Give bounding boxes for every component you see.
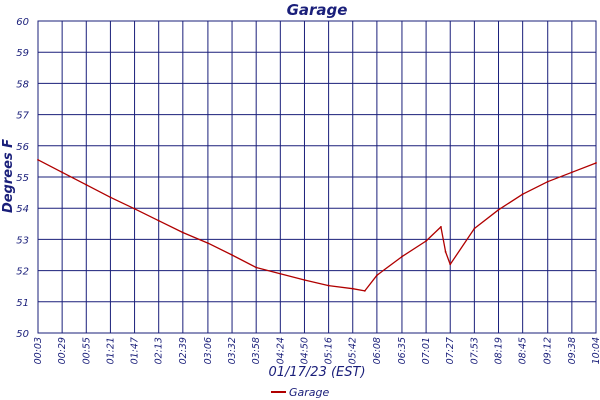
x-tick-label: 01:47 bbox=[130, 337, 141, 364]
data-point bbox=[133, 207, 136, 210]
data-point bbox=[85, 183, 88, 186]
data-point bbox=[255, 266, 258, 269]
y-tick-label: 58 bbox=[16, 79, 29, 90]
data-point bbox=[327, 284, 330, 287]
grid bbox=[37, 20, 597, 334]
data-point bbox=[207, 242, 209, 245]
data-point bbox=[570, 171, 573, 174]
y-tick-labels: 50 51 52 53 54 55 56 57 58 59 60 bbox=[16, 17, 29, 340]
x-tick-label: 00:55 bbox=[81, 337, 92, 364]
plot-frame bbox=[37, 20, 597, 334]
x-tick-label: 09:38 bbox=[567, 337, 578, 364]
x-tick-label: 08:19 bbox=[494, 337, 505, 364]
x-tick-label: 05:16 bbox=[324, 337, 335, 364]
x-tick-label: 02:39 bbox=[178, 337, 189, 364]
y-tick-label: 53 bbox=[16, 235, 29, 246]
data-point bbox=[37, 158, 39, 161]
data-point bbox=[440, 226, 442, 228]
y-tick-label: 52 bbox=[16, 267, 29, 278]
y-tick-label: 54 bbox=[16, 204, 29, 215]
x-tick-label: 07:01 bbox=[421, 337, 432, 364]
data-point bbox=[521, 193, 524, 196]
data-point bbox=[181, 231, 184, 234]
y-tick-label: 59 bbox=[16, 48, 29, 59]
data-point bbox=[401, 255, 403, 258]
x-tick-label: 01:21 bbox=[105, 337, 116, 364]
y-tick-label: 55 bbox=[16, 173, 29, 184]
y-tick-label: 60 bbox=[16, 17, 29, 28]
data-point bbox=[595, 162, 597, 164]
x-tick-label: 06:08 bbox=[372, 337, 383, 364]
data-point bbox=[363, 289, 366, 292]
chart-title: Garage bbox=[287, 1, 348, 19]
x-tick-label: 02:13 bbox=[154, 337, 165, 364]
data-point bbox=[157, 219, 160, 222]
series-layer bbox=[37, 158, 597, 292]
x-tick-label: 00:29 bbox=[57, 337, 68, 364]
data-point bbox=[61, 171, 64, 174]
x-axis-label: 01/17/23 (EST) bbox=[268, 365, 365, 380]
x-tick-label: 04:50 bbox=[299, 337, 310, 364]
y-tick-label: 56 bbox=[16, 142, 29, 153]
legend-label: Garage bbox=[289, 386, 330, 399]
data-point bbox=[497, 208, 500, 211]
data-point bbox=[231, 254, 233, 256]
x-tick-label: 00:03 bbox=[33, 337, 44, 364]
x-tick-label: 07:27 bbox=[445, 337, 456, 364]
x-tick-label: 03:32 bbox=[227, 337, 238, 364]
x-tick-labels: 00:03 00:29 00:55 01:21 01:47 02:13 02:39 03:06… bbox=[33, 337, 600, 364]
series-line bbox=[37, 159, 597, 292]
y-tick-label: 51 bbox=[16, 298, 29, 309]
data-point bbox=[444, 250, 447, 253]
data-point bbox=[279, 272, 282, 275]
y-tick-label: 57 bbox=[16, 111, 29, 122]
x-tick-label: 07:53 bbox=[469, 337, 480, 364]
data-point bbox=[425, 240, 427, 242]
x-tick-label: 06:35 bbox=[397, 337, 408, 364]
data-point bbox=[375, 274, 378, 277]
x-tick-label: 09:12 bbox=[543, 337, 554, 364]
x-tick-label: 10:04 bbox=[591, 337, 600, 364]
data-point bbox=[473, 227, 476, 230]
legend: Garage bbox=[271, 386, 330, 399]
data-point bbox=[303, 279, 306, 281]
data-point bbox=[351, 287, 354, 290]
x-tick-label: 04:24 bbox=[275, 337, 286, 364]
data-point bbox=[109, 196, 112, 199]
data-point bbox=[449, 263, 452, 266]
x-tick-label: 08:45 bbox=[518, 337, 529, 364]
y-tick-label: 50 bbox=[16, 329, 29, 340]
x-tick-label: 03:06 bbox=[203, 337, 214, 364]
data-point bbox=[546, 180, 549, 183]
x-tick-label: 05:42 bbox=[348, 337, 359, 364]
x-tick-label: 03:58 bbox=[251, 337, 262, 364]
y-axis-label: Degrees F bbox=[1, 139, 16, 213]
